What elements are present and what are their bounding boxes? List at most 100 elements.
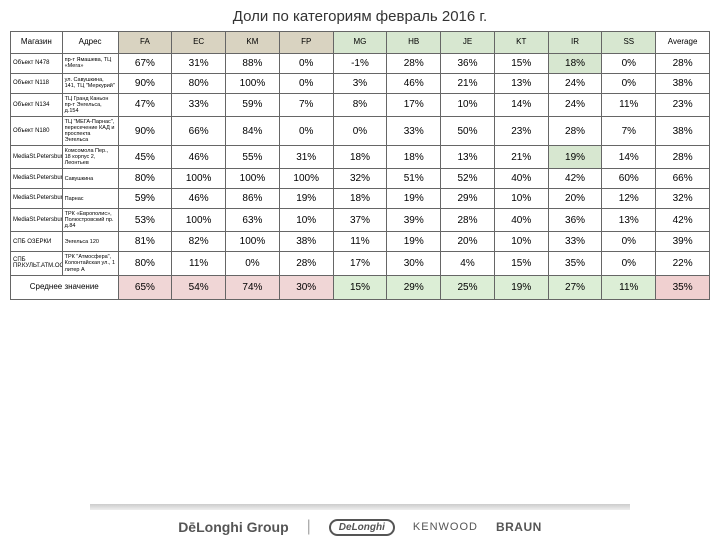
col-адрес: Адрес [62, 32, 118, 54]
value-cell: 46% [387, 73, 441, 93]
value-cell: 18% [387, 146, 441, 169]
address-cell: ТРК "Атмосфера", Колонтайская ул., 1 лит… [62, 252, 118, 275]
value-cell: 0% [333, 116, 387, 145]
value-cell: 0% [602, 53, 656, 73]
value-cell: 46% [172, 189, 226, 209]
brand-braun: BRAUN [496, 520, 542, 534]
value-cell: 59% [118, 189, 172, 209]
value-cell: 100% [172, 169, 226, 189]
summary-value: 25% [441, 275, 495, 299]
value-cell: 37% [333, 209, 387, 232]
value-cell: 38% [656, 73, 710, 93]
value-cell: 42% [656, 209, 710, 232]
store-cell: Объект N180 [11, 116, 63, 145]
address-cell: ТРК «Европолис», Полюстровский пр. д.84 [62, 209, 118, 232]
brand-row: DēLonghi Group | DeLonghi KENWOOD BRAUN [0, 518, 720, 536]
value-cell: 10% [494, 189, 548, 209]
value-cell: 47% [118, 93, 172, 116]
value-cell: 33% [172, 93, 226, 116]
table-row: СПБ ПР.КУЛЬТ.АТМ.ОСФЕРАТРК "Атмосфера", … [11, 252, 710, 275]
address-cell: ТЦ Гранд Каньон пр-т Энгельса, д.154 [62, 93, 118, 116]
col-ir: IR [548, 32, 602, 54]
value-cell: 36% [441, 53, 495, 73]
store-cell: СПБ ОЗЕРКИ [11, 232, 63, 252]
table-row: MediaSt.Petersburg8Парнас59%46%86%19%18%… [11, 189, 710, 209]
value-cell: 13% [602, 209, 656, 232]
table-row: MediaSt.Petersburg7Савушкина80%100%100%1… [11, 169, 710, 189]
value-cell: 32% [656, 189, 710, 209]
address-cell: пр-т Ямашева, ТЦ «Мега» [62, 53, 118, 73]
summary-row: Среднее значение65%54%74%30%15%29%25%19%… [11, 275, 710, 299]
value-cell: 53% [118, 209, 172, 232]
value-cell: 80% [172, 73, 226, 93]
value-cell: 12% [602, 189, 656, 209]
value-cell: 28% [656, 146, 710, 169]
value-cell: 11% [333, 232, 387, 252]
summary-value: 15% [333, 275, 387, 299]
table-row: MediaSt.Petersburg6Комсомола Пер., 18 ко… [11, 146, 710, 169]
store-cell: MediaSt.Petersburg8 [11, 209, 63, 232]
value-cell: 40% [494, 209, 548, 232]
store-cell: Объект N134 [11, 93, 63, 116]
value-cell: 84% [226, 116, 280, 145]
value-cell: 11% [172, 252, 226, 275]
value-cell: 40% [494, 169, 548, 189]
value-cell: 39% [387, 209, 441, 232]
value-cell: 0% [226, 252, 280, 275]
brand-divider: | [307, 518, 311, 536]
value-cell: 17% [333, 252, 387, 275]
store-cell: MediaSt.Petersburg6 [11, 146, 63, 169]
table-container: МагазинАдресFAECKMFPMGHBJEKTIRSSAverage … [0, 31, 720, 300]
summary-value: 19% [494, 275, 548, 299]
table-row: Объект N118ул. Савушкина, 141, ТЦ "Мерку… [11, 73, 710, 93]
value-cell: 18% [333, 189, 387, 209]
value-cell: 33% [387, 116, 441, 145]
value-cell: 33% [548, 232, 602, 252]
value-cell: 8% [333, 93, 387, 116]
value-cell: 31% [279, 146, 333, 169]
value-cell: 100% [226, 232, 280, 252]
value-cell: 19% [387, 232, 441, 252]
value-cell: 7% [279, 93, 333, 116]
col-km: KM [226, 32, 280, 54]
address-cell: ТЦ "МЕГА-Парнас", пересечение КАД и прос… [62, 116, 118, 145]
value-cell: 39% [656, 232, 710, 252]
value-cell: 15% [494, 252, 548, 275]
value-cell: 28% [656, 53, 710, 73]
table-row: Объект N134ТЦ Гранд Каньон пр-т Энгельса… [11, 93, 710, 116]
summary-value: 74% [226, 275, 280, 299]
address-cell: Парнас [62, 189, 118, 209]
col-fp: FP [279, 32, 333, 54]
value-cell: 100% [226, 73, 280, 93]
value-cell: 20% [548, 189, 602, 209]
col-je: JE [441, 32, 495, 54]
store-cell: Объект N478 [11, 53, 63, 73]
col-mg: MG [333, 32, 387, 54]
address-cell: Комсомола Пер., 18 корпус 2, Леонтьев [62, 146, 118, 169]
store-cell: MediaSt.Petersburg7 [11, 169, 63, 189]
col-kt: KT [494, 32, 548, 54]
table-row: СПБ ОЗЕРКИЭнгельса 12081%82%100%38%11%19… [11, 232, 710, 252]
value-cell: 0% [602, 232, 656, 252]
table-row: Объект N478пр-т Ямашева, ТЦ «Мега»67%31%… [11, 53, 710, 73]
value-cell: 30% [387, 252, 441, 275]
value-cell: 100% [279, 169, 333, 189]
value-cell: 59% [226, 93, 280, 116]
value-cell: 23% [656, 93, 710, 116]
value-cell: 13% [441, 146, 495, 169]
col-магазин: Магазин [11, 32, 63, 54]
footer: DēLonghi Group | DeLonghi KENWOOD BRAUN [0, 504, 720, 536]
value-cell: 38% [656, 116, 710, 145]
address-cell: Савушкина [62, 169, 118, 189]
col-hb: HB [387, 32, 441, 54]
value-cell: 51% [387, 169, 441, 189]
value-cell: 0% [279, 116, 333, 145]
value-cell: 21% [494, 146, 548, 169]
value-cell: 10% [494, 232, 548, 252]
value-cell: 19% [387, 189, 441, 209]
page-title: Доли по категориям февраль 2016 г. [0, 8, 720, 25]
value-cell: 3% [333, 73, 387, 93]
value-cell: -1% [333, 53, 387, 73]
value-cell: 88% [226, 53, 280, 73]
value-cell: 36% [548, 209, 602, 232]
